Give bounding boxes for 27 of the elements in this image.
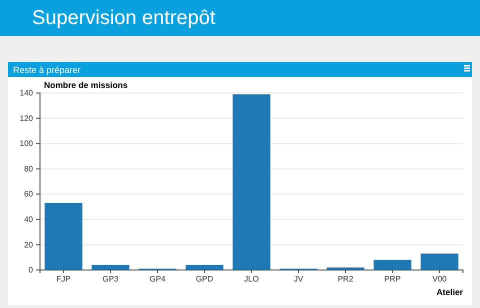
bar — [420, 254, 458, 270]
bar — [92, 264, 130, 270]
x-tick-label: PR2 — [338, 274, 354, 284]
y-tick-label: 120 — [20, 114, 34, 123]
x-tick-label: JV — [294, 274, 304, 284]
bar — [44, 202, 82, 270]
x-tick-label: GPD — [196, 274, 214, 284]
bar — [232, 94, 270, 270]
x-tick-label: FJP — [56, 274, 71, 284]
x-tick-label: GP4 — [149, 274, 166, 284]
x-tick-label: GP3 — [102, 274, 120, 284]
x-tick-label: JLO — [244, 274, 259, 284]
y-tick-label: 20 — [24, 240, 34, 250]
x-tick-label: V00 — [432, 274, 448, 284]
chart-subtitle: Reste à préparer — [13, 65, 81, 75]
bar — [186, 264, 224, 270]
y-tick-label: 40 — [24, 214, 34, 224]
bar — [374, 260, 412, 270]
y-tick-label: 0 — [28, 266, 34, 275]
y-tick-label: 140 — [20, 88, 34, 98]
x-axis-title: Atelier — [436, 287, 464, 297]
y-tick-label: 100 — [20, 139, 34, 148]
y-tick-label: 60 — [24, 190, 34, 199]
x-tick-label: PRP — [384, 274, 401, 284]
chart-title: Supervision entrepôt — [32, 7, 216, 29]
y-axis-title: Nombre de missions — [44, 80, 128, 90]
y-tick-label: 80 — [24, 164, 34, 174]
